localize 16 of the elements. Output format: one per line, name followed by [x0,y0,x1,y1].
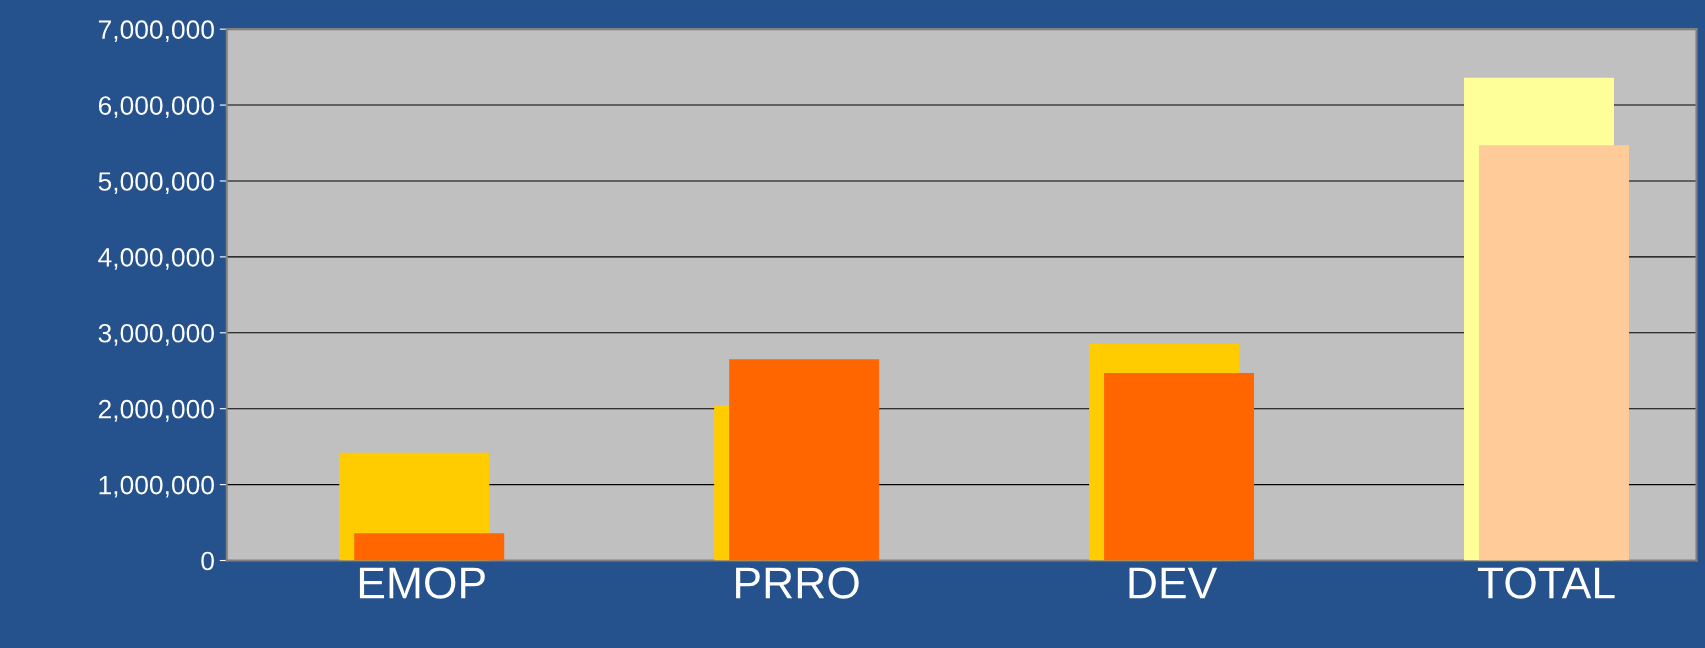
x-tick-label: EMOP [359,567,485,599]
y-tick-label: 6,000,000 [98,96,214,119]
x-tick-label: PRRO [736,567,859,599]
y-tick-label: 0 [201,551,214,571]
x-tick-label: DEV [1129,567,1218,599]
y-tick-label: 5,000,000 [98,172,214,194]
y-tick-label: 1,000,000 [99,475,214,498]
bar [1479,145,1629,561]
bar [354,533,505,561]
x-tick-label: TOTAL [1477,567,1615,599]
y-tick-label: 7,000,000 [98,20,214,43]
y-tick-label: 4,000,000 [98,248,214,270]
bar [729,359,880,561]
y-tick-label: 2,000,000 [98,399,214,422]
y-tick-label: 3,000,000 [98,323,214,346]
bar [1104,373,1255,561]
